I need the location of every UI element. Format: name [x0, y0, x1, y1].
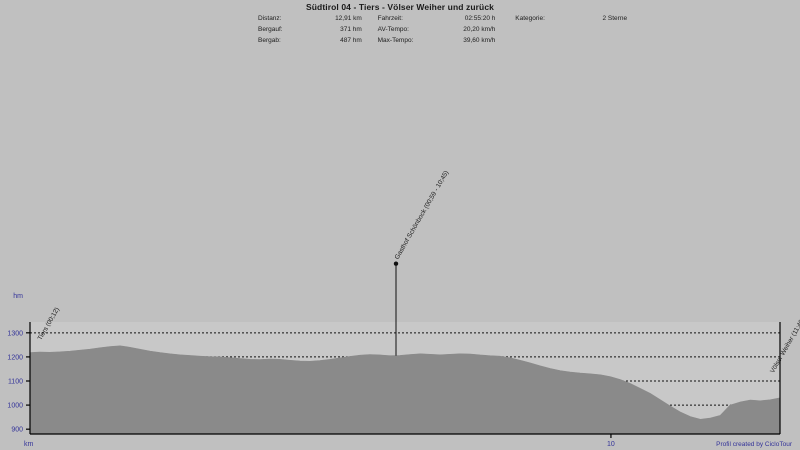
stat-label-kategorie: Kategorie: [515, 15, 545, 22]
stat-label-av-tempo: AV-Tempo: [377, 26, 409, 33]
axis-unit-labels: hm km [13, 293, 33, 448]
stat-value-max-tempo: 39,60 km/h [463, 37, 496, 44]
credit-text: Profil created by CicloTour [716, 441, 792, 448]
stat-value-bergab: 487 hm [340, 37, 362, 44]
stat-value-av-tempo: 20,20 km/h [463, 26, 496, 33]
poi-marker-dot [393, 261, 399, 266]
x-tick-label-10: 10 [607, 441, 615, 448]
y-axis-unit-label: hm [13, 293, 23, 300]
y-tick-label-900: 900 [11, 427, 23, 434]
y-axis-ticks: 900 1000 1100 1200 1300 [7, 330, 30, 434]
stat-label-fahrzeit: Fahrzeit: [377, 15, 403, 22]
x-axis-unit-label: km [24, 441, 34, 448]
poi-label-1: Gasthof Schönbock (00;59 - 10;45) [394, 170, 451, 261]
stats-row: Distanz: 12,91 km Fahrzeit: 02:55:20 h K… [258, 13, 627, 24]
x-axis-ticks: 10 [607, 434, 615, 448]
stats-row: Bergab: 487 hm Max-Tempo: 39,60 km/h [258, 35, 627, 46]
y-tick-label-1200: 1200 [7, 354, 23, 361]
stats-row: Bergauf: 371 hm AV-Tempo: 20,20 km/h [258, 24, 627, 35]
y-tick-label-1100: 1100 [8, 379, 23, 386]
stat-label-bergauf: Bergauf: [258, 26, 283, 33]
stat-value-fahrzeit: 02:55:20 h [464, 15, 496, 22]
y-tick-label-1000: 1000 [7, 403, 23, 410]
stat-label-distanz: Distanz: [258, 15, 282, 22]
stat-label-max-tempo: Max-Tempo: [377, 37, 414, 44]
stat-label-bergab: Bergab: [258, 37, 281, 44]
chart-header: Südtirol 04 - Tiers - Völser Weiher und … [0, 0, 800, 52]
stat-value-distanz: 12,91 km [335, 15, 362, 22]
page-title: Südtirol 04 - Tiers - Völser Weiher und … [305, 2, 495, 12]
elevation-area-path [29, 345, 781, 435]
y-tick-label-1300: 1300 [7, 330, 23, 337]
stat-value-kategorie: 2 Sterne [602, 15, 628, 22]
elevation-area [29, 345, 781, 435]
axes [29, 322, 781, 435]
stats-block: Distanz: 12,91 km Fahrzeit: 02:55:20 h K… [258, 13, 627, 46]
stat-value-bergauf: 371 hm [340, 26, 362, 33]
